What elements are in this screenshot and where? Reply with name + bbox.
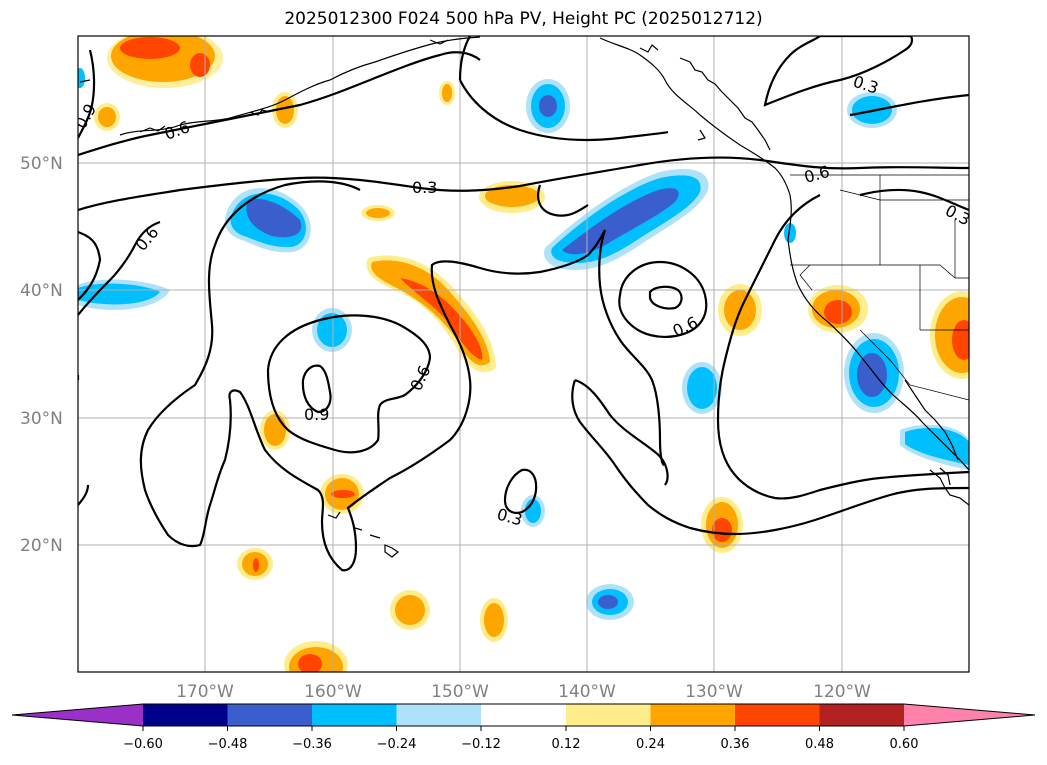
pv-positive-blob: [272, 92, 298, 128]
colorbar-tick: −0.60: [123, 737, 163, 752]
colorbar-bin: [819, 704, 904, 726]
colorbar-tick: 0.24: [636, 737, 665, 752]
lat-label-50n: 50°N: [20, 154, 63, 174]
pv-positive-blob: [94, 103, 120, 131]
pv-negative-blob: [526, 79, 570, 133]
colorbar-bin: [481, 704, 566, 726]
pv-negative-blob: [900, 424, 969, 470]
colorbar-bin: [227, 704, 312, 726]
pv-negative-blob: [78, 279, 170, 310]
colorbar-under-extension: [12, 704, 143, 726]
colorbar-tick: 0.48: [805, 737, 834, 752]
pv-positive-blob: [480, 598, 508, 642]
lat-label-20n: 20°N: [20, 536, 63, 556]
map-area: 0.3 0.3 0.3 0.3 0.6 0.6 0.6 0.6 0.6 0.9 …: [78, 36, 969, 672]
contour-label: 0.3: [412, 178, 437, 197]
pv-positive-blob: [284, 641, 348, 672]
pv-positive-blob: [361, 205, 395, 221]
pv-positive-blob: [260, 410, 290, 450]
pv-negative-streak: [544, 169, 709, 270]
longitude-labels: 170°W 160°W 150°W 140°W 130°W 120°W: [176, 682, 871, 702]
lon-label-170w: 170°W: [176, 682, 234, 702]
latitude-labels: 50°N 40°N 30°N 20°N: [20, 154, 63, 556]
pv-positive-blob: [479, 181, 545, 213]
colorbar: −0.60 −0.48 −0.36 −0.24 −0.12 0.12 0.24 …: [11, 703, 1036, 752]
colorbar-tick: 0.36: [721, 737, 750, 752]
colorbar-bin: [735, 704, 820, 726]
colorbar-tick: 0.12: [552, 737, 581, 752]
lon-label-140w: 140°W: [558, 682, 616, 702]
pv-positive-blob: [107, 36, 223, 88]
colorbar-bin: [650, 704, 735, 726]
pv-negative-blob: [78, 68, 85, 88]
pv-positive-blob: [320, 474, 364, 514]
lon-label-130w: 130°W: [685, 682, 743, 702]
pv-negative-blob: [784, 223, 796, 243]
pv-positive-blob: [930, 291, 969, 379]
pv-negative-blob: [586, 584, 634, 620]
contour-label: 0.9: [304, 405, 329, 424]
lat-label-40n: 40°N: [20, 281, 63, 301]
height-contours: [78, 36, 969, 572]
pv-positive-blob: [808, 285, 868, 333]
colorbar-tick: −0.24: [377, 737, 417, 752]
lon-label-150w: 150°W: [431, 682, 489, 702]
pv-negative-blob: [682, 362, 722, 414]
pv-positive-blob: [439, 81, 455, 105]
graticule: [78, 36, 969, 672]
map-title: 2025012300 F024 500 hPa PV, Height PC (2…: [284, 9, 763, 29]
colorbar-bin: [566, 704, 651, 726]
colorbar-tick: −0.48: [208, 737, 248, 752]
lat-label-30n: 30°N: [20, 409, 63, 429]
pv-negative-blob: [521, 495, 545, 527]
colorbar-bin: [312, 704, 397, 726]
pv-shading: [78, 36, 969, 672]
lon-label-160w: 160°W: [304, 682, 362, 702]
lon-label-120w: 120°W: [813, 682, 871, 702]
pv-positive-blob: [237, 548, 273, 580]
coastlines: [79, 36, 969, 558]
colorbar-tick: −0.12: [461, 737, 501, 752]
colorbar-bin: [143, 704, 228, 726]
colorbar-over-extension: [904, 704, 1035, 726]
pv-positive-blob: [390, 590, 430, 630]
political-borders: [790, 174, 969, 401]
colorbar-bin: [396, 704, 481, 726]
colorbar-tick: −0.36: [292, 737, 332, 752]
colorbar-tick: 0.60: [890, 737, 919, 752]
map-frame: [77, 35, 970, 673]
